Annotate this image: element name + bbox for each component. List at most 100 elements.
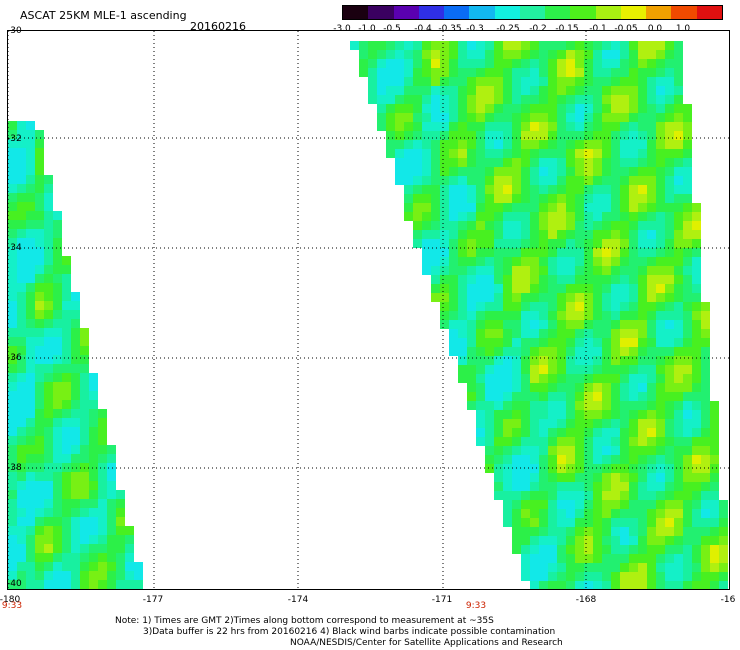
- swath-cell: [575, 86, 584, 95]
- swath-cell: [458, 275, 467, 284]
- swath-cell: [575, 410, 584, 419]
- swath-cell: [494, 347, 503, 356]
- swath-cell: [584, 230, 593, 239]
- swath-cell: [440, 131, 449, 140]
- swath-cell: [395, 95, 404, 104]
- swath-cell: [422, 221, 431, 230]
- swath-cell: [530, 68, 539, 77]
- swath-cell: [17, 436, 26, 445]
- swath-cell: [413, 122, 422, 131]
- swath-cell: [539, 338, 548, 347]
- swath-cell: [566, 167, 575, 176]
- swath-cell: [530, 383, 539, 392]
- swath-cell: [665, 77, 674, 86]
- swath-cell: [35, 571, 44, 580]
- swath-cell: [62, 256, 71, 265]
- swath-cell: [629, 347, 638, 356]
- colorbar-segment: [368, 6, 394, 19]
- swath-cell: [701, 482, 710, 491]
- swath-cell: [431, 212, 440, 221]
- swath-cell: [638, 455, 647, 464]
- swath-cell: [638, 239, 647, 248]
- swath-cell: [17, 580, 26, 589]
- swath-cell: [35, 535, 44, 544]
- swath-cell: [611, 203, 620, 212]
- swath-cell: [548, 491, 557, 500]
- swath-cell: [413, 176, 422, 185]
- swath-cell: [566, 284, 575, 293]
- swath-cell: [665, 374, 674, 383]
- swath-cell: [557, 302, 566, 311]
- swath-cell: [458, 239, 467, 248]
- swath-cell: [26, 301, 35, 310]
- swath-cell: [503, 284, 512, 293]
- swath-cell: [575, 203, 584, 212]
- swath-cell: [539, 347, 548, 356]
- swath-cell: [35, 418, 44, 427]
- swath-cell: [656, 338, 665, 347]
- swath-cell: [476, 239, 485, 248]
- swath-cell: [485, 428, 494, 437]
- swath-cell: [512, 86, 521, 95]
- swath-cell: [476, 284, 485, 293]
- swath-cell: [89, 580, 98, 589]
- swath-cell: [611, 392, 620, 401]
- swath-cell: [458, 347, 467, 356]
- swath-cell: [647, 77, 656, 86]
- swath-cell: [440, 104, 449, 113]
- swath-cell: [44, 454, 53, 463]
- swath-cell: [683, 239, 692, 248]
- swath-cell: [503, 131, 512, 140]
- swath-cell: [422, 176, 431, 185]
- swath-cell: [8, 319, 17, 328]
- swath-cell: [701, 545, 710, 554]
- swath-cell: [116, 544, 125, 553]
- swath-cell: [8, 580, 17, 589]
- swath-cell: [512, 320, 521, 329]
- swath-cell: [476, 356, 485, 365]
- swath-cell: [467, 230, 476, 239]
- swath-cell: [8, 265, 17, 274]
- swath-cell: [692, 248, 701, 257]
- swath-cell: [98, 553, 107, 562]
- swath-cell: [710, 509, 719, 518]
- swath-cell: [719, 527, 728, 536]
- swath-cell: [458, 248, 467, 257]
- swath-cell: [656, 356, 665, 365]
- swath-cell: [593, 77, 602, 86]
- swath-cell: [539, 473, 548, 482]
- swath-cell: [8, 391, 17, 400]
- swath-cell: [620, 257, 629, 266]
- swath-cell: [593, 338, 602, 347]
- swath-cell: [485, 446, 494, 455]
- swath-cell: [17, 400, 26, 409]
- swath-cell: [629, 437, 638, 446]
- swath-cell: [548, 437, 557, 446]
- swath-cell: [503, 437, 512, 446]
- swath-cell: [8, 328, 17, 337]
- swath-cell: [629, 284, 638, 293]
- swath-cell: [683, 329, 692, 338]
- swath-cell: [575, 113, 584, 122]
- swath-cell: [566, 356, 575, 365]
- swath-cell: [413, 203, 422, 212]
- swath-cell: [584, 383, 593, 392]
- swath-cell: [584, 392, 593, 401]
- swath-cell: [683, 230, 692, 239]
- swath-cell: [674, 77, 683, 86]
- swath-cell: [17, 535, 26, 544]
- swath-cell: [539, 320, 548, 329]
- swath-cell: [629, 374, 638, 383]
- swath-cell: [692, 221, 701, 230]
- swath-cell: [665, 293, 674, 302]
- swath-cell: [629, 419, 638, 428]
- swath-cell: [629, 50, 638, 59]
- swath-cell: [98, 571, 107, 580]
- swath-cell: [458, 131, 467, 140]
- swath-cell: [683, 302, 692, 311]
- swath-cell: [395, 77, 404, 86]
- swath-cell: [557, 383, 566, 392]
- swath-cell: [593, 572, 602, 581]
- swath-cell: [575, 401, 584, 410]
- swath-cell: [611, 122, 620, 131]
